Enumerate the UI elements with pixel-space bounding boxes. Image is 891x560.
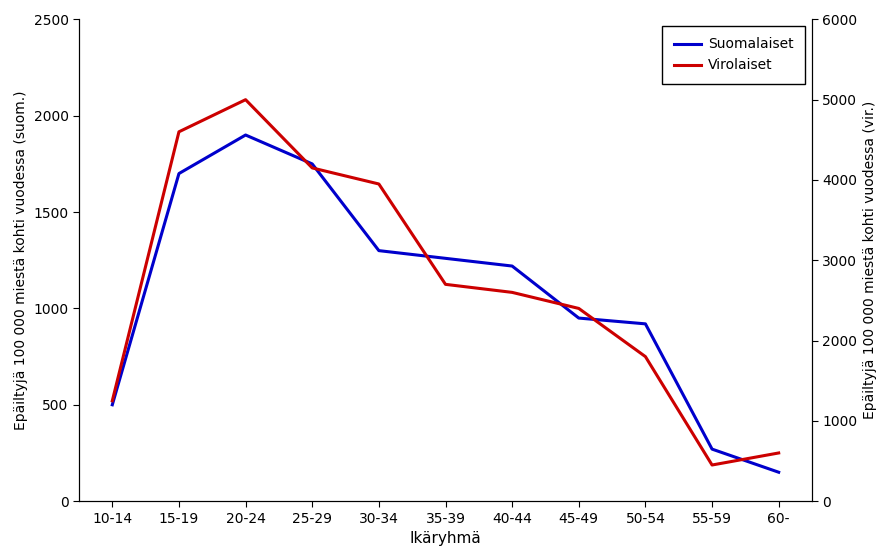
Virolaiset bbox=[773, 450, 784, 456]
Suomalaiset bbox=[373, 248, 384, 254]
Suomalaiset bbox=[241, 132, 251, 138]
Suomalaiset bbox=[773, 469, 784, 475]
Suomalaiset bbox=[174, 170, 184, 177]
Suomalaiset bbox=[640, 320, 650, 327]
Virolaiset bbox=[574, 305, 584, 312]
Virolaiset bbox=[307, 165, 317, 171]
Virolaiset bbox=[707, 461, 717, 468]
Virolaiset bbox=[640, 353, 650, 360]
Suomalaiset bbox=[707, 446, 717, 452]
Suomalaiset bbox=[507, 263, 518, 269]
Line: Suomalaiset: Suomalaiset bbox=[112, 135, 779, 472]
X-axis label: Ikäryhmä: Ikäryhmä bbox=[410, 531, 481, 546]
Suomalaiset bbox=[440, 255, 451, 262]
Line: Virolaiset: Virolaiset bbox=[112, 100, 779, 465]
Suomalaiset bbox=[574, 315, 584, 321]
Virolaiset bbox=[107, 398, 118, 404]
Virolaiset bbox=[241, 96, 251, 103]
Legend: Suomalaiset, Virolaiset: Suomalaiset, Virolaiset bbox=[663, 26, 805, 83]
Y-axis label: Epäiltyjä 100 000 miestä kohti vuodessa (suom.): Epäiltyjä 100 000 miestä kohti vuodessa … bbox=[14, 91, 28, 430]
Virolaiset bbox=[440, 281, 451, 288]
Suomalaiset bbox=[307, 161, 317, 167]
Virolaiset bbox=[373, 181, 384, 188]
Suomalaiset bbox=[107, 402, 118, 408]
Virolaiset bbox=[174, 128, 184, 135]
Y-axis label: Epäiltyjä 100 000 miestä kohti vuodessa (vir.): Epäiltyjä 100 000 miestä kohti vuodessa … bbox=[863, 101, 877, 419]
Virolaiset bbox=[507, 289, 518, 296]
